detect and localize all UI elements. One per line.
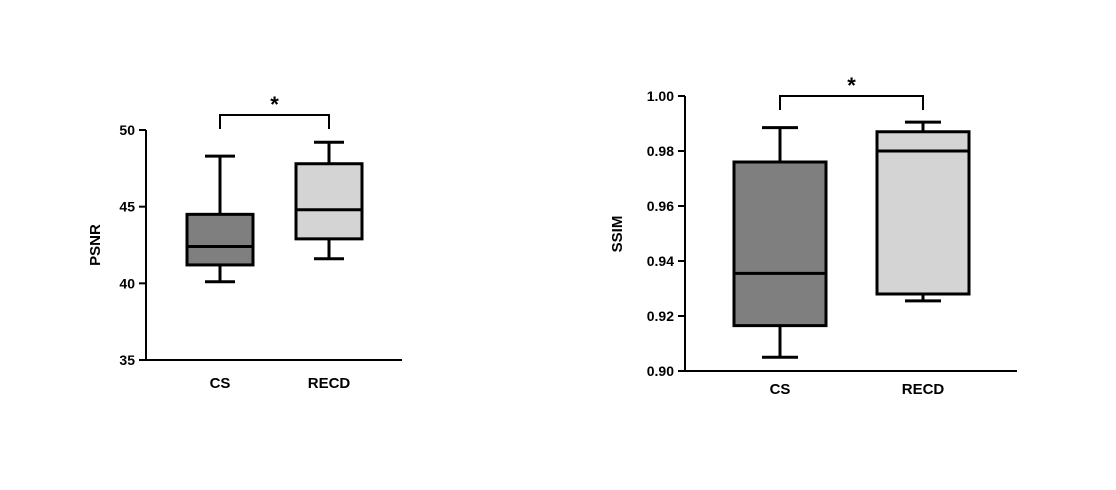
psnr-y-ticks: 35 40 45 50 [119, 122, 146, 368]
ssim-y-tick-label-0: 0.90 [647, 363, 674, 379]
ssim-y-axis-title: SSIM [609, 216, 626, 253]
psnr-y-tick-label-3: 50 [119, 122, 135, 138]
ssim-box-cs [732, 126, 828, 359]
ssim-boxes [732, 120, 971, 359]
psnr-category-label-recd: RECD [308, 375, 351, 392]
psnr-y-tick-label-1: 40 [119, 275, 135, 291]
psnr-y-axis-title: PSNR [87, 224, 104, 266]
psnr-y-tick-label-2: 45 [119, 199, 135, 215]
psnr-significance-bracket [219, 114, 330, 129]
ssim-y-tick-label-3: 0.96 [647, 198, 674, 214]
ssim-y-tick-label-4: 0.98 [647, 143, 674, 159]
psnr-iqr-box-recd [294, 162, 364, 241]
ssim-y-tick-label-5: 1.00 [647, 88, 674, 104]
ssim-significance: * [779, 73, 924, 110]
ssim-iqr-box-cs [732, 160, 828, 328]
psnr-significance-star: * [270, 92, 279, 117]
ssim-significance-bracket [779, 95, 924, 110]
psnr-iqr-box-cs [185, 212, 255, 267]
ssim-y-tick-label-1: 0.92 [647, 308, 674, 324]
psnr-categories: CS RECD [210, 375, 351, 392]
psnr-boxes [185, 140, 364, 284]
psnr-significance: * [219, 92, 330, 129]
ssim-panel: 0.90 0.92 0.94 0.96 0.98 1.00 CS RECD * SSIM [609, 73, 1017, 398]
psnr-category-label-cs: CS [210, 375, 231, 392]
ssim-categories: CS RECD [770, 381, 945, 398]
psnr-box-cs [185, 154, 255, 284]
ssim-significance-star: * [847, 73, 856, 98]
ssim-category-label-recd: RECD [902, 381, 945, 398]
psnr-box-recd [294, 140, 364, 261]
psnr-y-tick-label-0: 35 [119, 352, 135, 368]
ssim-y-ticks: 0.90 0.92 0.94 0.96 0.98 1.00 [647, 88, 685, 379]
ssim-box-recd [875, 120, 971, 303]
ssim-iqr-box-recd [875, 130, 971, 296]
psnr-panel: 35 40 45 50 CS RECD * PSNR [87, 92, 402, 392]
ssim-y-tick-label-2: 0.94 [647, 253, 674, 269]
ssim-category-label-cs: CS [770, 381, 791, 398]
